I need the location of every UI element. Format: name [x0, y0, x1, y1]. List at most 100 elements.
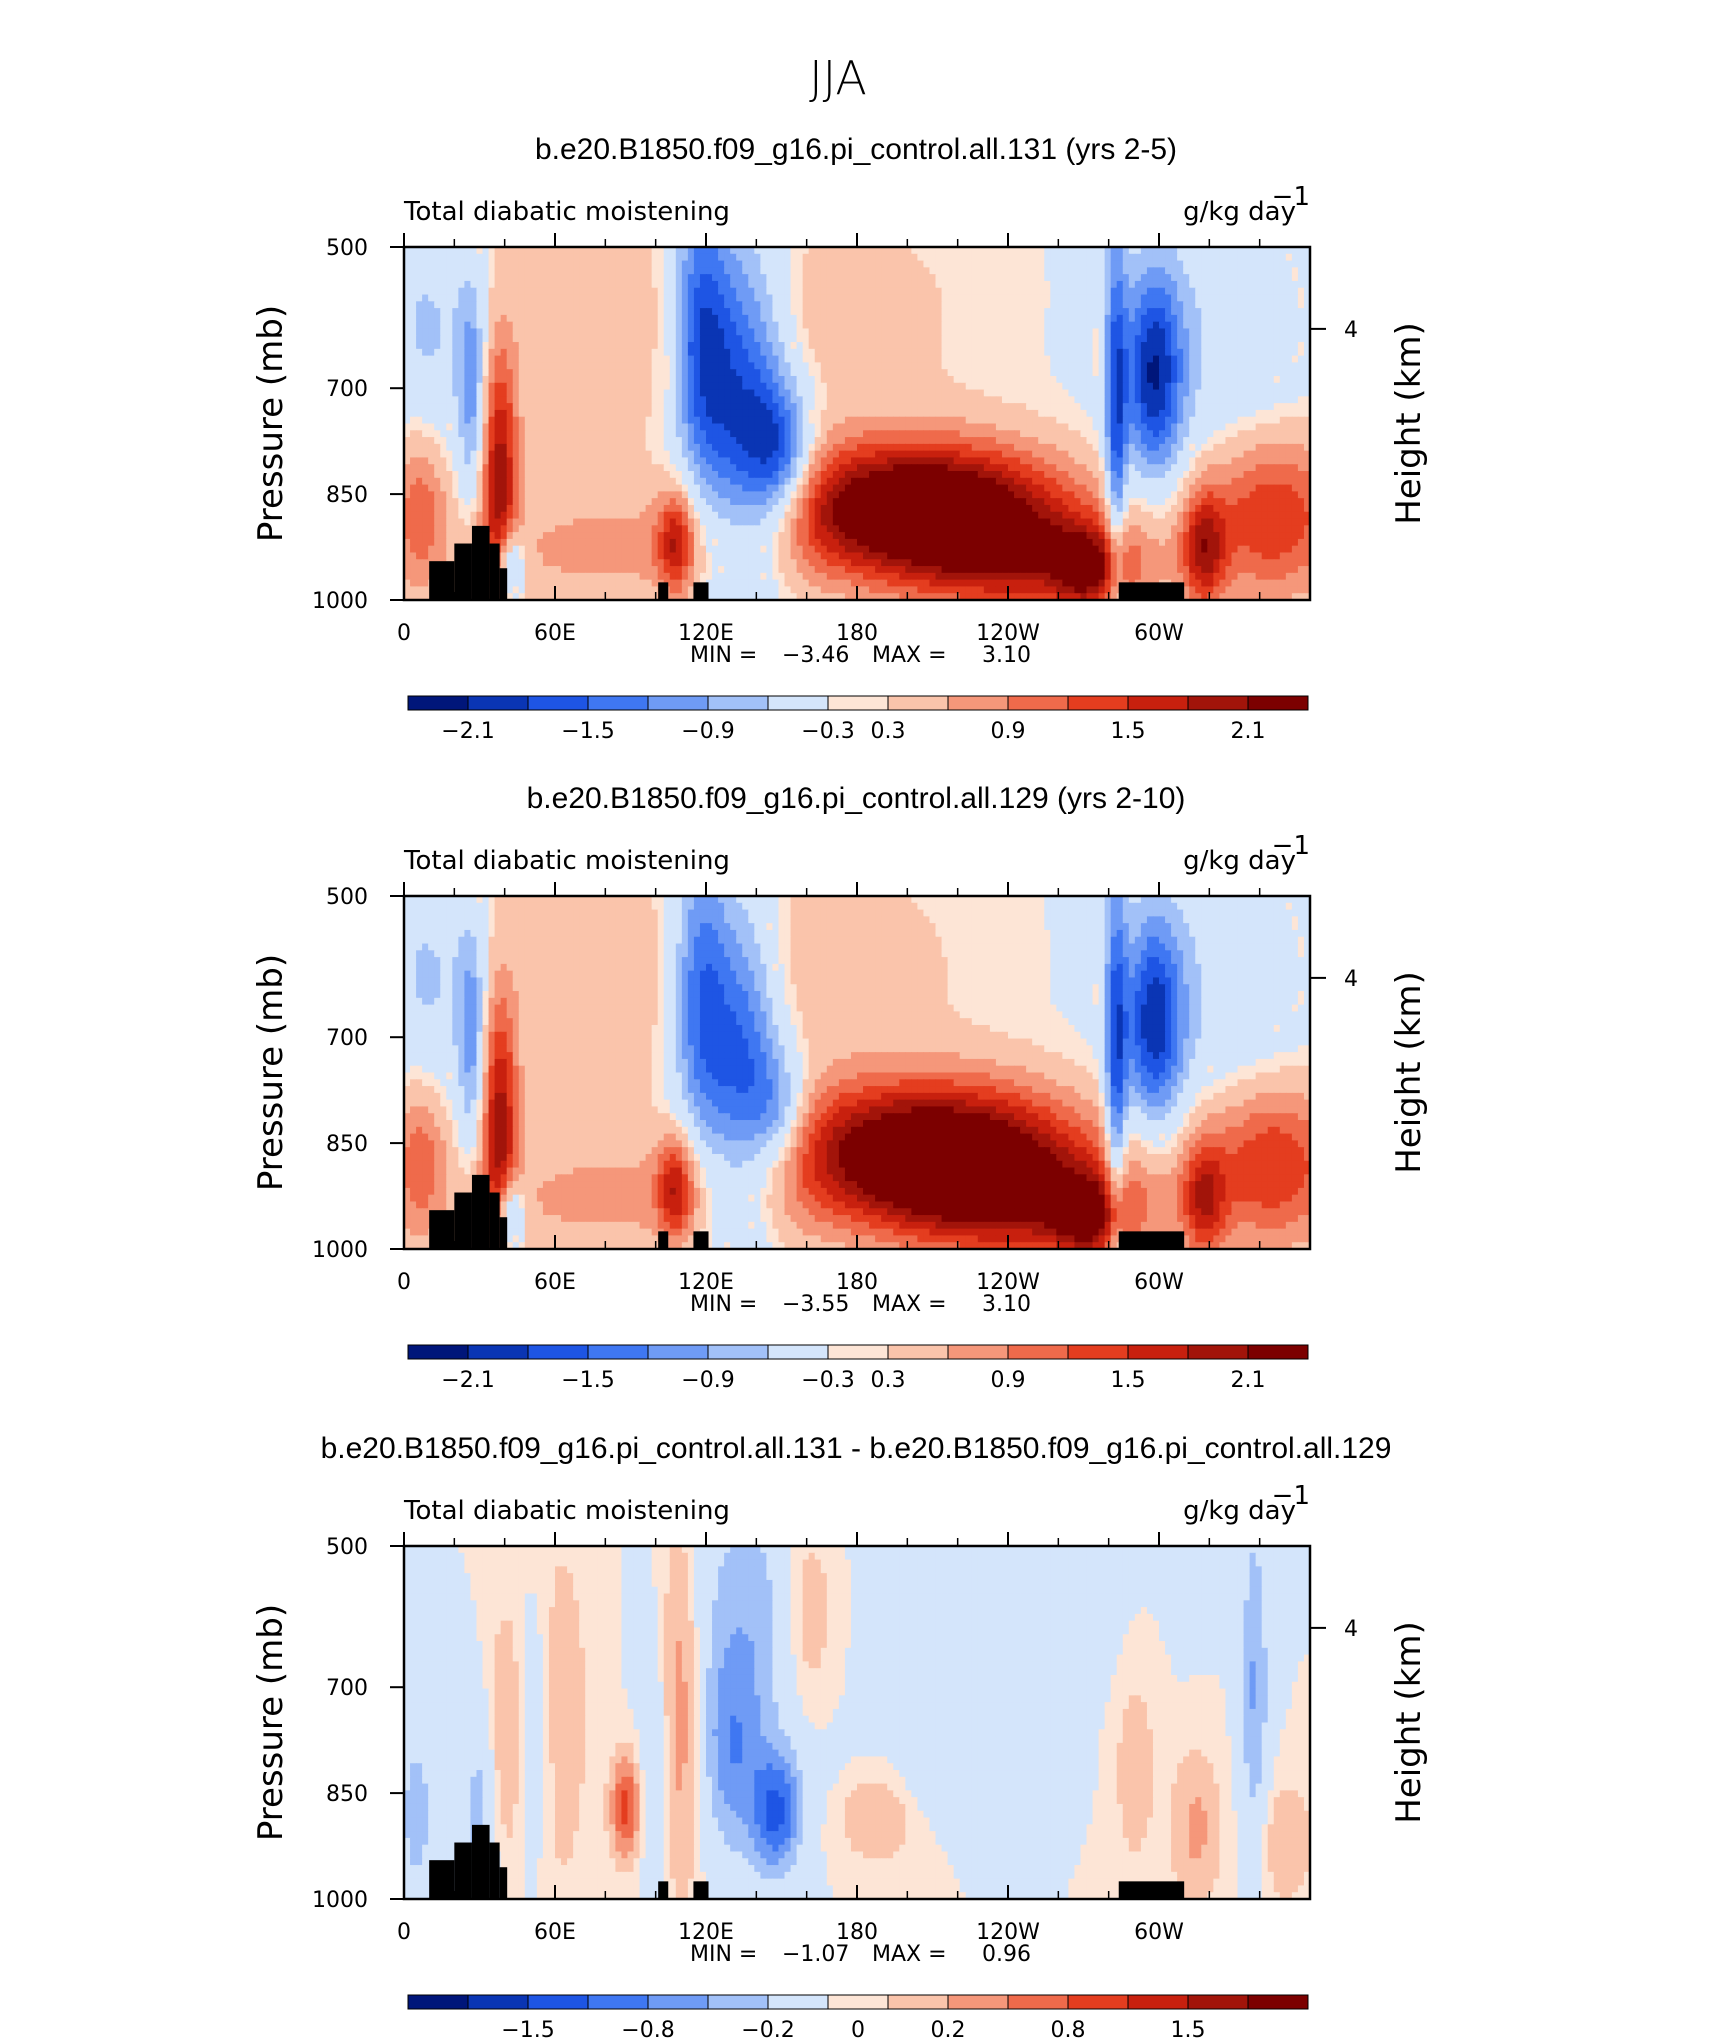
- contour-cell: [410, 247, 417, 255]
- contour-cell: [899, 389, 906, 397]
- contour-cell: [1038, 396, 1045, 404]
- contour-cell: [1050, 247, 1057, 255]
- contour-cell: [748, 437, 755, 445]
- contour-cell: [1189, 342, 1196, 350]
- contour-cell: [1008, 294, 1015, 302]
- contour-cell: [844, 430, 852, 438]
- contour-cell: [603, 314, 610, 323]
- contour-cell: [881, 260, 888, 268]
- contour-cell: [555, 321, 562, 330]
- contour-cell: [905, 253, 912, 262]
- contour-cell: [1110, 301, 1118, 309]
- contour-cell: [850, 437, 858, 445]
- contour-cell: [977, 301, 985, 309]
- contour-cell: [995, 443, 1003, 452]
- contour-cell: [748, 314, 755, 323]
- contour-cell: [633, 274, 641, 282]
- contour-cell: [1207, 443, 1214, 452]
- contour-cell: [1068, 342, 1076, 350]
- contour-cell: [1116, 416, 1124, 425]
- contour-cell: [1249, 416, 1257, 425]
- contour-cell: [482, 409, 490, 418]
- contour-cell: [536, 430, 544, 438]
- contour-cell: [971, 280, 979, 289]
- contour-cell: [1032, 328, 1039, 336]
- contour-cell: [422, 260, 429, 268]
- contour-cell: [1201, 342, 1208, 350]
- contour-cell: [1249, 328, 1257, 336]
- contour-cell: [995, 362, 1003, 370]
- contour-cell: [621, 355, 629, 364]
- contour-cell: [1068, 274, 1076, 282]
- contour-cell: [494, 409, 502, 418]
- contour-cell: [995, 430, 1003, 438]
- contour-cell: [500, 355, 508, 364]
- contour-cell: [603, 328, 610, 336]
- contour-cell: [959, 348, 967, 357]
- contour-cell: [440, 355, 447, 364]
- contour-cell: [1207, 308, 1214, 316]
- contour-cell: [428, 247, 435, 255]
- contour-cell: [494, 267, 502, 275]
- contour-cell: [542, 443, 550, 452]
- contour-cell: [1080, 287, 1088, 296]
- contour-cell: [766, 247, 774, 255]
- contour-cell: [959, 247, 967, 255]
- contour-cell: [748, 450, 755, 459]
- contour-cell: [857, 294, 864, 302]
- contour-cell: [1261, 342, 1269, 350]
- contour-cell: [494, 423, 502, 431]
- contour-cell: [1273, 328, 1281, 336]
- contour-cell: [881, 247, 888, 255]
- contour-cell: [869, 375, 876, 384]
- contour-cell: [899, 362, 906, 370]
- contour-cell: [941, 437, 949, 445]
- contour-cell: [633, 396, 641, 404]
- contour-cell: [814, 375, 822, 384]
- contour-cell: [983, 450, 991, 459]
- contour-cell: [1285, 280, 1293, 289]
- contour-cell: [488, 294, 496, 302]
- contour-cell: [512, 430, 520, 438]
- contour-cell: [1092, 382, 1100, 391]
- contour-cell: [1291, 416, 1299, 425]
- contour-cell: [953, 314, 961, 323]
- contour-cell: [1152, 443, 1160, 452]
- contour-cell: [1110, 382, 1118, 391]
- contour-cell: [989, 247, 997, 255]
- contour-cell: [603, 450, 610, 459]
- contour-cell: [561, 287, 568, 296]
- contour-cell: [736, 348, 743, 357]
- contour-cell: [977, 437, 985, 445]
- contour-cell: [518, 389, 526, 397]
- contour-cell: [488, 382, 496, 391]
- contour-cell: [1183, 389, 1190, 397]
- contour-cell: [1098, 287, 1106, 296]
- contour-cell: [434, 403, 441, 411]
- contour-cell: [633, 389, 641, 397]
- contour-cell: [772, 314, 780, 323]
- contour-cell: [1219, 450, 1227, 459]
- contour-cell: [591, 287, 598, 296]
- contour-cell: [1032, 416, 1039, 425]
- contour-cell: [1159, 280, 1166, 289]
- contour-cell: [699, 375, 707, 384]
- contour-cell: [941, 308, 949, 316]
- contour-cell: [790, 314, 798, 323]
- contour-cell: [494, 294, 502, 302]
- contour-cell: [857, 342, 864, 350]
- contour-cell: [591, 308, 598, 316]
- contour-cell: [1171, 430, 1178, 438]
- contour-cell: [1159, 464, 1166, 472]
- contour-cell: [567, 280, 574, 289]
- contour-cell: [1001, 314, 1009, 323]
- contour-cell: [875, 253, 882, 262]
- contour-cell: [1086, 375, 1094, 384]
- contour-cell: [482, 382, 490, 391]
- contour-cell: [542, 260, 550, 268]
- contour-cell: [542, 430, 550, 438]
- contour-cell: [1074, 369, 1082, 377]
- contour-cell: [1026, 308, 1033, 316]
- contour-cell: [1183, 314, 1190, 323]
- contour-cell: [1285, 450, 1293, 459]
